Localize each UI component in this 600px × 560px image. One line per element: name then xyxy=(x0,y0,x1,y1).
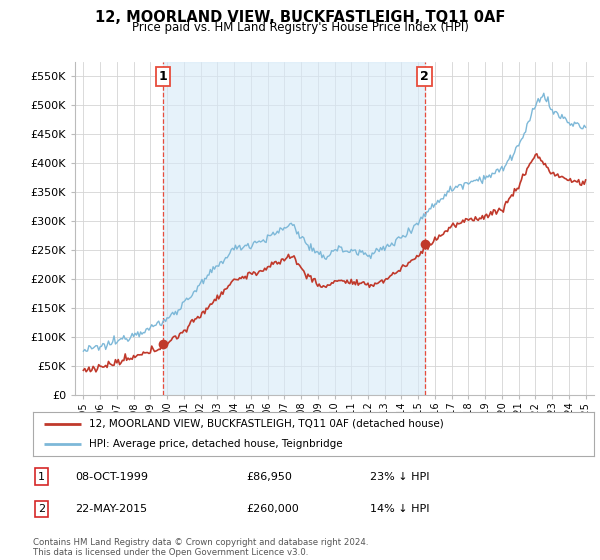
Text: 1: 1 xyxy=(38,472,45,482)
Text: 1: 1 xyxy=(159,70,167,83)
Text: Price paid vs. HM Land Registry's House Price Index (HPI): Price paid vs. HM Land Registry's House … xyxy=(131,21,469,34)
Text: 22-MAY-2015: 22-MAY-2015 xyxy=(75,504,147,514)
Text: 2: 2 xyxy=(38,504,45,514)
Text: £86,950: £86,950 xyxy=(246,472,292,482)
Bar xyxy=(163,62,425,395)
Text: 14% ↓ HPI: 14% ↓ HPI xyxy=(370,504,429,514)
Text: 12, MOORLAND VIEW, BUCKFASTLEIGH, TQ11 0AF (detached house): 12, MOORLAND VIEW, BUCKFASTLEIGH, TQ11 0… xyxy=(89,419,444,429)
Text: 23% ↓ HPI: 23% ↓ HPI xyxy=(370,472,429,482)
Text: 08-OCT-1999: 08-OCT-1999 xyxy=(75,472,148,482)
Text: £260,000: £260,000 xyxy=(246,504,299,514)
Text: 2: 2 xyxy=(420,70,429,83)
Text: 12, MOORLAND VIEW, BUCKFASTLEIGH, TQ11 0AF: 12, MOORLAND VIEW, BUCKFASTLEIGH, TQ11 0… xyxy=(95,10,505,25)
Text: Contains HM Land Registry data © Crown copyright and database right 2024.
This d: Contains HM Land Registry data © Crown c… xyxy=(33,538,368,557)
Text: HPI: Average price, detached house, Teignbridge: HPI: Average price, detached house, Teig… xyxy=(89,439,343,449)
